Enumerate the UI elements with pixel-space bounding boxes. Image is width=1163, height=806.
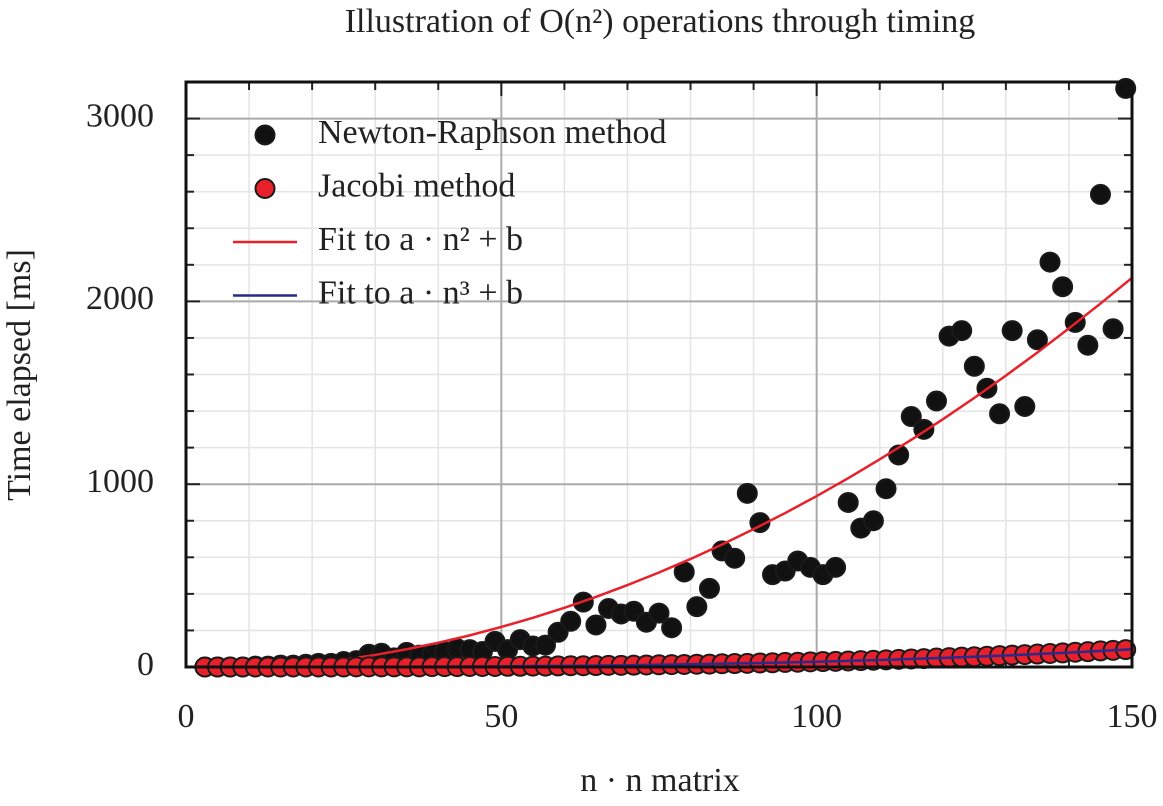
data-point (661, 617, 683, 639)
data-point (686, 596, 708, 618)
data-point (1089, 183, 1111, 205)
x-tick-label: 100 (791, 698, 842, 735)
x-tick-label: 150 (1107, 698, 1158, 735)
data-point (1102, 318, 1124, 340)
data-point (825, 556, 847, 578)
data-point (1115, 77, 1137, 99)
legend-label: Jacobi method (318, 167, 515, 204)
data-point (648, 602, 670, 624)
data-point (1014, 395, 1036, 417)
plot-frame (184, 80, 1134, 669)
fit-line (343, 276, 1133, 661)
data-point (862, 510, 884, 532)
chart-title: Illustration of O(n²) operations through… (345, 3, 976, 40)
y-tick-label: 2000 (86, 280, 154, 317)
data-point (534, 634, 556, 656)
data-point (1077, 334, 1099, 356)
y-tick-label: 3000 (86, 97, 154, 134)
data-point (951, 320, 973, 342)
data-point (900, 406, 922, 428)
legend-marker (254, 178, 276, 199)
data-point (1052, 276, 1074, 298)
data-point (560, 610, 582, 632)
x-tick-label: 50 (484, 698, 518, 735)
data-point (1026, 329, 1048, 351)
data-point (585, 614, 607, 636)
x-tick-label: 0 (178, 698, 195, 735)
y-tick-label: 1000 (86, 463, 154, 500)
data-point (989, 403, 1011, 425)
data-point (698, 577, 720, 599)
legend-label: Fit to a · n² + b (318, 221, 523, 258)
data-point (724, 547, 746, 569)
legend-label: Newton-Raphson method (318, 114, 666, 151)
y-axis-label: Time elapsed [ms] (1, 249, 38, 501)
data-point (837, 491, 859, 513)
y-tick-label: 0 (137, 646, 154, 683)
data-point (875, 478, 897, 500)
data-point (925, 390, 947, 412)
x-axis-label: n · n matrix (580, 762, 740, 799)
legend-label: Fit to a · n³ + b (318, 274, 523, 311)
data-point (1001, 320, 1023, 342)
data-point (1039, 251, 1061, 273)
data-point (736, 482, 758, 504)
legend-marker (254, 124, 276, 146)
data-point (963, 355, 985, 377)
